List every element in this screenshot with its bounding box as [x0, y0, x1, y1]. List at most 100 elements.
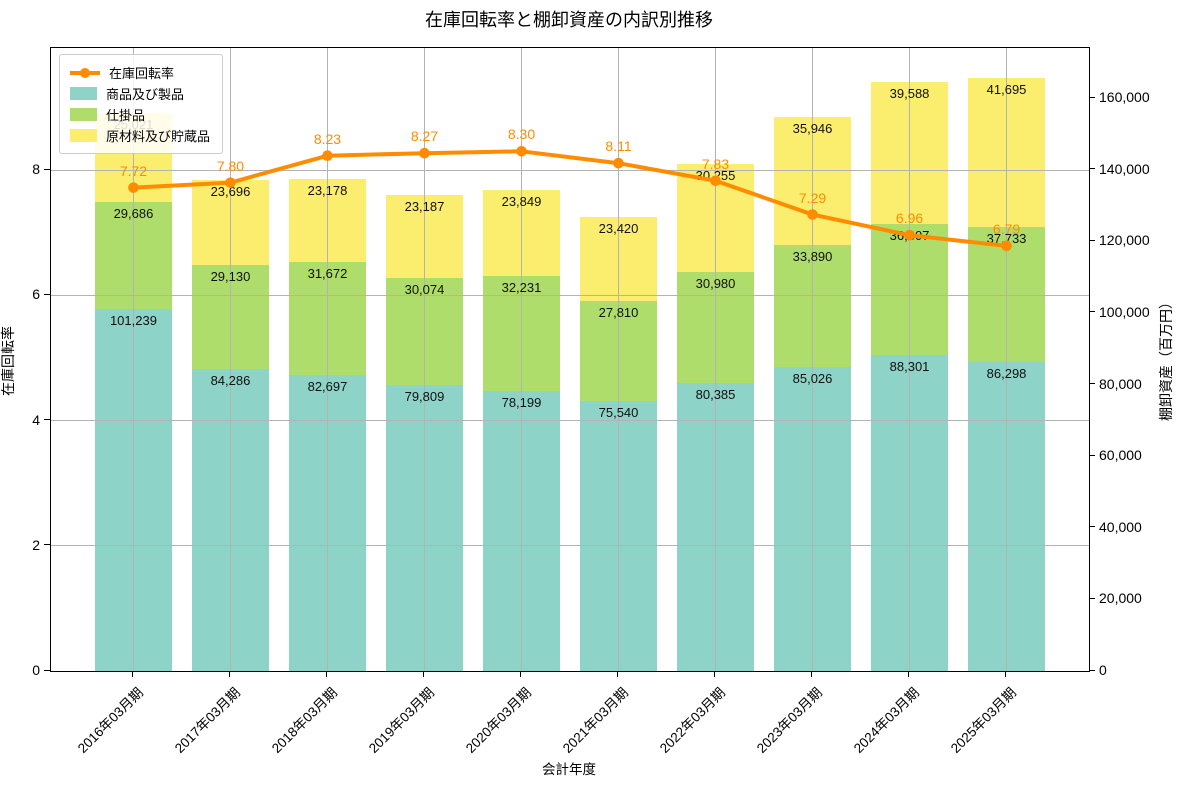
y-tick-label-right: 80,000	[1099, 375, 1142, 392]
turnover-point-label: 8.30	[507, 126, 536, 143]
x-tick	[325, 671, 327, 677]
turnover-point-label: 7.80	[216, 157, 245, 174]
y-tick-right	[1089, 454, 1095, 456]
bar-segment-label: 23,849	[501, 194, 542, 210]
y-tick-left	[44, 544, 50, 546]
turnover-point-label: 7.29	[798, 189, 827, 206]
y-tick-label-left: 6	[32, 286, 40, 303]
x-tick	[1005, 671, 1007, 677]
x-tick	[131, 671, 133, 677]
x-tick-label: 2017年03月期	[171, 684, 243, 756]
bar-segment-label: 23,420	[598, 221, 639, 237]
gridline-horizontal	[51, 169, 1089, 171]
y-tick-label-right: 0	[1099, 662, 1107, 678]
gridline-vertical	[1006, 48, 1008, 671]
x-tick-label: 2019年03月期	[365, 684, 437, 756]
y-tick-label-right: 60,000	[1099, 447, 1142, 464]
x-tick-label: 2020年03月期	[462, 684, 534, 756]
y-tick-right	[1089, 669, 1095, 671]
x-tick	[908, 671, 910, 677]
turnover-point	[128, 182, 139, 193]
y-tick-label-right: 100,000	[1099, 303, 1150, 320]
bar-segment-label: 33,890	[792, 249, 833, 265]
turnover-point-label: 7.83	[701, 155, 730, 172]
bar-segment-label: 35,946	[792, 120, 833, 136]
y-tick-right	[1089, 383, 1095, 385]
bar-segment-label: 41,695	[986, 81, 1027, 97]
turnover-point-label: 6.79	[992, 220, 1021, 237]
legend-line-swatch	[70, 66, 100, 79]
bar-segment-label: 29,130	[210, 268, 251, 284]
x-tick	[811, 671, 813, 677]
y-tick-right	[1089, 526, 1095, 528]
x-tick-label: 2018年03月期	[268, 684, 340, 756]
x-axis-label: 会計年度	[542, 762, 596, 777]
turnover-point	[807, 209, 818, 220]
legend-color-swatch	[70, 108, 97, 121]
bar-segment-label: 80,385	[695, 387, 736, 403]
legend-item: 原材料及び貯蔵品	[70, 125, 210, 146]
turnover-point-label: 8.27	[410, 128, 439, 145]
y-tick-right	[1089, 96, 1095, 98]
gridline-vertical	[520, 48, 522, 671]
gridline-vertical	[812, 48, 814, 671]
x-tick-label: 2022年03月期	[656, 684, 728, 756]
legend-item-label: 在庫回転率	[109, 66, 175, 81]
y-tick-left	[44, 168, 50, 170]
bar-segment-label: 29,686	[113, 206, 154, 222]
y-tick-label-right: 160,000	[1099, 89, 1150, 106]
bar-segment-label: 101,239	[109, 312, 157, 328]
y-tick-label-left: 4	[32, 411, 40, 428]
x-tick-label: 2025年03月期	[947, 684, 1019, 756]
legend-item: 商品及び製品	[70, 83, 210, 104]
y-tick-right	[1089, 597, 1095, 599]
turnover-point	[710, 175, 721, 187]
turnover-point	[613, 157, 624, 169]
y-tick-left	[44, 669, 50, 671]
gridline-vertical	[229, 48, 231, 671]
gridline-vertical	[618, 48, 619, 671]
legend-item: 在庫回転率	[70, 62, 210, 83]
y-tick-label-right: 140,000	[1099, 160, 1150, 177]
bar-segment-label: 23,696	[210, 184, 251, 200]
legend-line-marker	[80, 67, 90, 78]
bar-segment-label: 31,672	[307, 265, 348, 281]
bar-segment-label: 32,231	[501, 279, 542, 295]
bar-segment-label: 86,298	[986, 366, 1027, 381]
bar-segment-label: 23,178	[307, 182, 348, 198]
gridline-horizontal	[51, 294, 1089, 296]
y-tick-label-right: 20,000	[1099, 590, 1142, 607]
y-tick-left	[44, 419, 50, 421]
x-tick	[617, 671, 618, 677]
turnover-point	[516, 146, 527, 157]
x-tick-label: 2016年03月期	[74, 684, 146, 756]
gridline-vertical	[715, 48, 716, 671]
bar-segment-label: 82,697	[307, 378, 348, 394]
y-axis-label-right: 棚卸資産（百万円）	[1158, 295, 1174, 421]
legend-item-label: 仕掛品	[106, 108, 146, 123]
turnover-point	[1001, 240, 1012, 252]
turnover-point	[419, 147, 430, 159]
x-tick	[422, 671, 424, 677]
chart-title: 在庫回転率と棚卸資産の内訳別推移	[425, 10, 713, 30]
turnover-point-label: 8.11	[605, 138, 632, 155]
y-tick-label-left: 8	[32, 161, 40, 178]
bar-segment-label: 85,026	[792, 370, 833, 386]
x-tick-label: 2024年03月期	[850, 684, 922, 756]
gridline-horizontal	[51, 420, 1089, 422]
turnover-point	[225, 177, 236, 188]
turnover-point-label: 8.23	[313, 130, 342, 147]
bar-segment-label: 30,980	[695, 276, 736, 292]
y-tick-label-left: 0	[32, 662, 40, 678]
turnover-point	[322, 150, 333, 161]
x-tick-label: 2021年03月期	[559, 684, 631, 756]
bar-segment-label: 23,187	[404, 198, 445, 214]
y-tick-label-right: 120,000	[1099, 232, 1150, 249]
gridline-vertical	[326, 48, 328, 671]
legend-color-swatch	[70, 129, 97, 142]
bar-segment-label: 37,733	[986, 230, 1027, 246]
y-tick-left	[44, 293, 50, 295]
bar-segment-label: 39,588	[889, 86, 930, 102]
legend-item: 仕掛品	[70, 104, 210, 125]
legend-item-label: 原材料及び貯蔵品	[106, 129, 211, 144]
